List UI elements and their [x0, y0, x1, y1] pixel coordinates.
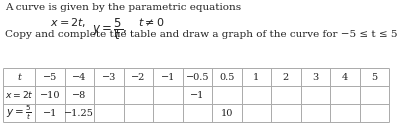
Text: $x = 2t$: $x = 2t$ — [5, 89, 34, 100]
Text: 1: 1 — [253, 73, 260, 82]
Text: −10: −10 — [39, 90, 60, 99]
Text: −4: −4 — [72, 73, 87, 82]
Text: $y = \dfrac{5}{t},$: $y = \dfrac{5}{t},$ — [92, 16, 127, 42]
Text: t: t — [17, 73, 21, 82]
Text: −1.25: −1.25 — [64, 109, 94, 118]
Text: −2: −2 — [131, 73, 145, 82]
Text: 2: 2 — [283, 73, 289, 82]
Text: $t \neq 0$: $t \neq 0$ — [138, 16, 164, 28]
Text: 4: 4 — [341, 73, 348, 82]
Text: 10: 10 — [220, 109, 233, 118]
Text: −3: −3 — [102, 73, 116, 82]
Text: −1: −1 — [190, 90, 205, 99]
Text: −8: −8 — [72, 90, 87, 99]
Text: −1: −1 — [42, 109, 57, 118]
Text: −1: −1 — [160, 73, 175, 82]
Text: $x = 2t,$: $x = 2t,$ — [50, 16, 87, 29]
Text: $y = \frac{5}{t}$: $y = \frac{5}{t}$ — [6, 104, 32, 122]
Text: −5: −5 — [42, 73, 57, 82]
Text: −0.5: −0.5 — [186, 73, 209, 82]
Text: Copy and complete the table and draw a graph of the curve for −5 ≤ t ≤ 5: Copy and complete the table and draw a g… — [5, 30, 397, 39]
Text: A curve is given by the parametric equations: A curve is given by the parametric equat… — [5, 3, 241, 12]
Text: 5: 5 — [371, 73, 377, 82]
Text: 0.5: 0.5 — [219, 73, 234, 82]
Text: 3: 3 — [312, 73, 318, 82]
